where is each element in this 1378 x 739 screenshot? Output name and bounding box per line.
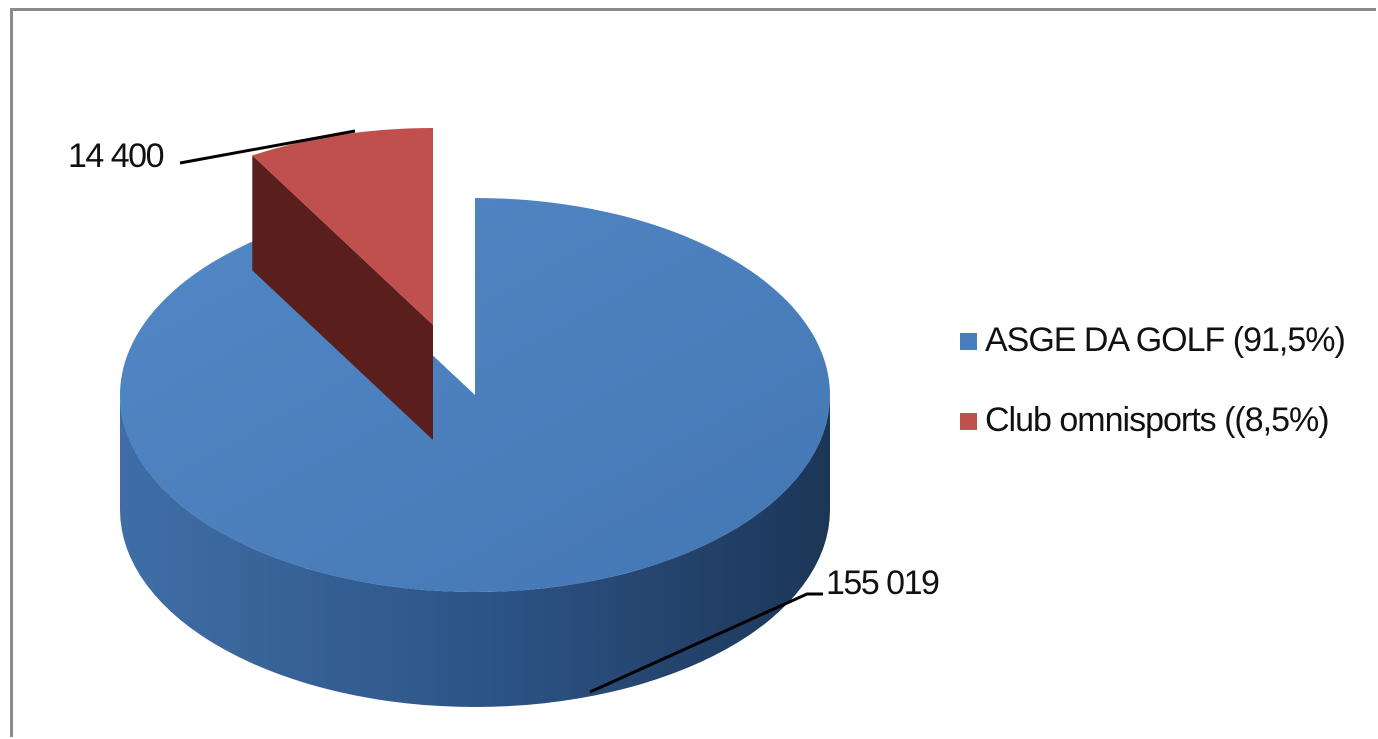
leader-line-slice-2 [179,129,356,165]
value-label-slice-1: 155 019 [826,564,939,602]
slice-1-top [119,198,830,593]
slice-2-top [252,128,433,325]
legend-label-slice-1: ASGE DA GOLF (91,5%) [985,321,1345,359]
legend-swatch-slice-2 [960,413,977,430]
slice-1-side [120,395,830,707]
leader-line-slice-1 [589,592,823,694]
legend: ASGE DA GOLF (91,5%) Club omnisports ((8… [960,321,1346,439]
slice-2-side [252,155,433,441]
legend-swatch-slice-1 [960,333,977,350]
legend-label-slice-2: Club omnisports ((8,5%) [985,401,1329,439]
slices-layer [119,128,830,707]
labels-layer: 14 400 155 019 [68,129,940,694]
value-label-slice-2: 14 400 [68,137,164,175]
